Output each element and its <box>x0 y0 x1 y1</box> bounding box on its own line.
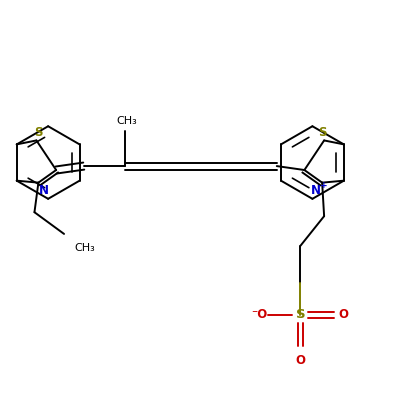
Text: N: N <box>39 184 49 197</box>
Text: +: + <box>320 181 328 190</box>
Text: O: O <box>296 354 306 368</box>
Text: ⁻O: ⁻O <box>251 308 267 321</box>
Text: S: S <box>296 308 305 321</box>
Text: N: N <box>311 184 321 197</box>
Text: O: O <box>339 308 349 321</box>
Text: CH₃: CH₃ <box>117 116 138 126</box>
Text: CH₃: CH₃ <box>74 242 95 253</box>
Text: S: S <box>34 126 43 139</box>
Text: S: S <box>318 126 326 139</box>
